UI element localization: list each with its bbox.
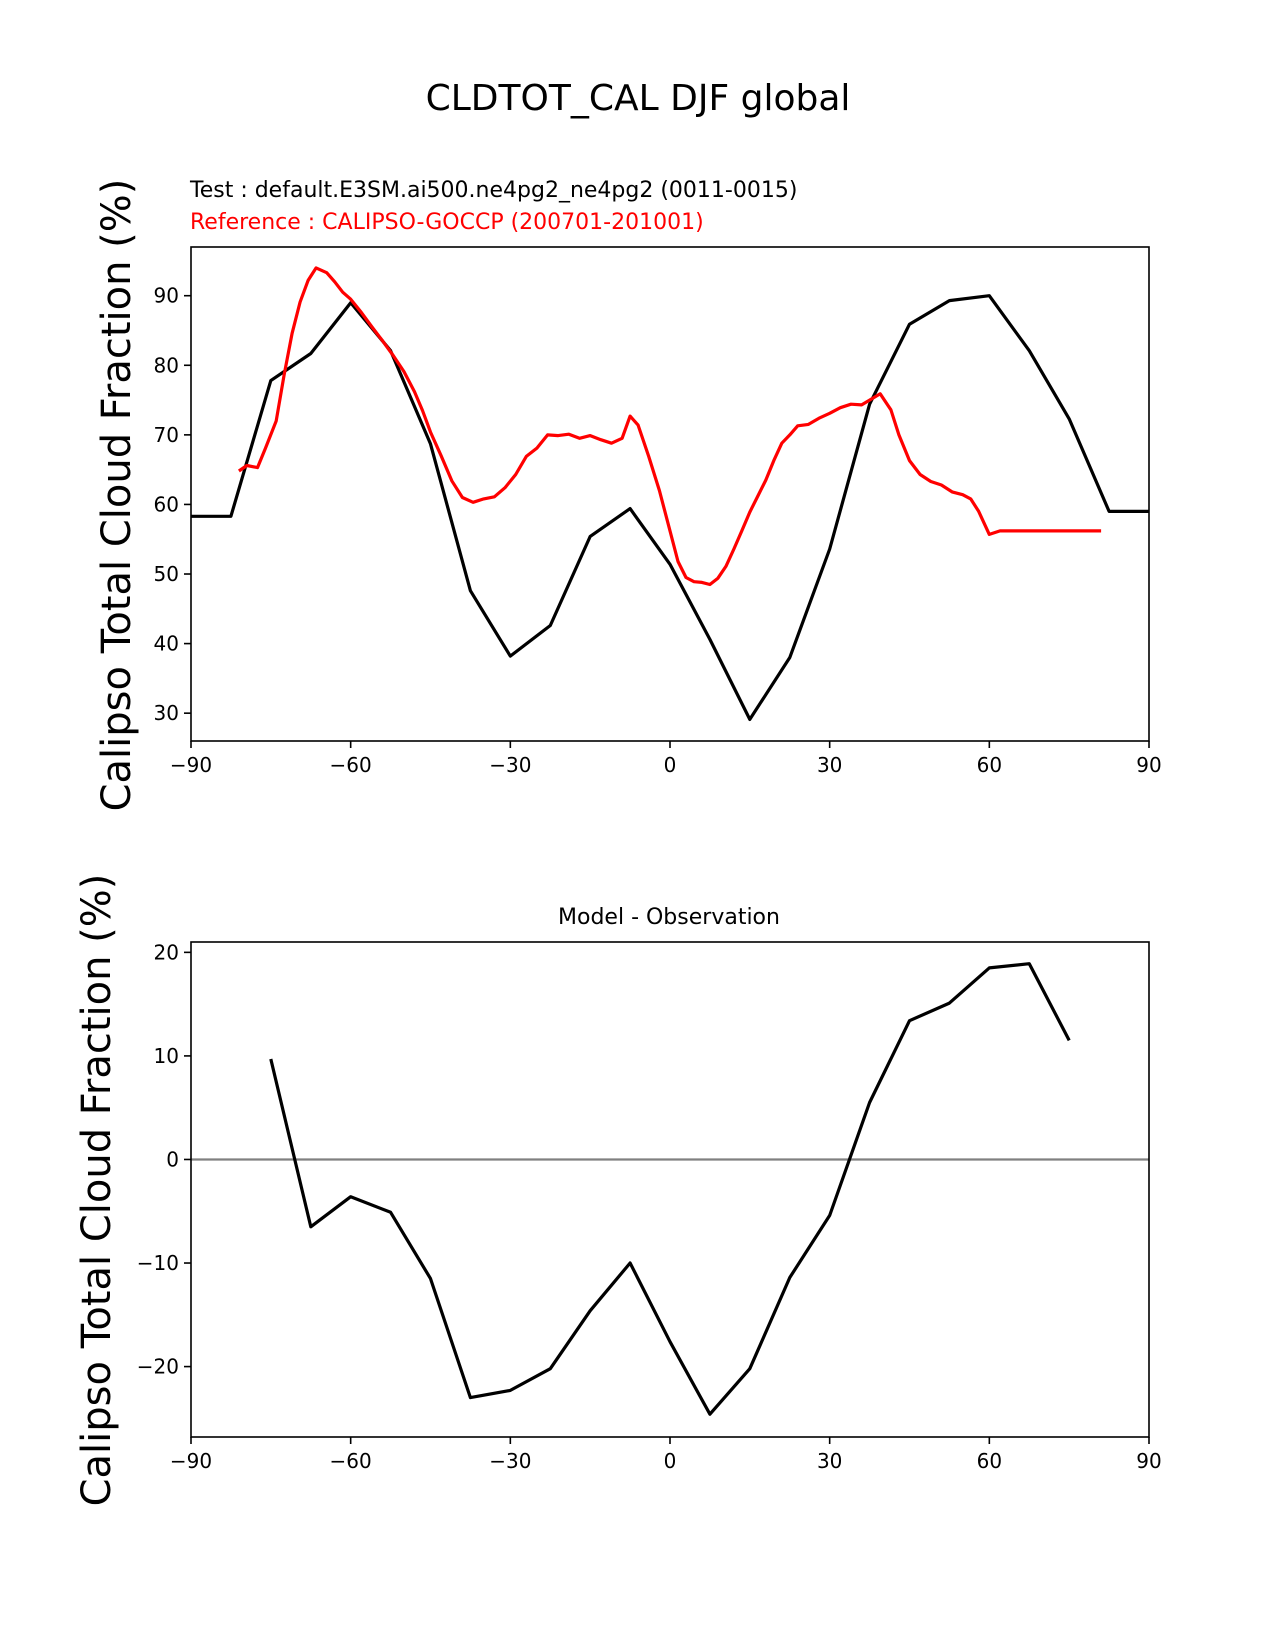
top-xtick-label: 60 [977, 753, 1002, 777]
top-xtick-label: −90 [170, 753, 212, 777]
bottom-xtick-label: 0 [664, 1449, 677, 1473]
bottom-ytick-label: −10 [137, 1251, 179, 1275]
bottom-ytick-label: 0 [166, 1147, 179, 1171]
top-ytick-label: 30 [154, 701, 179, 725]
top-xtick-label: −60 [330, 753, 372, 777]
bottom-xtick-label: 90 [1136, 1449, 1161, 1473]
bottom-xtick-label: 60 [977, 1449, 1002, 1473]
top-ylabel: Calipso Total Cloud Fraction (%) [94, 179, 140, 812]
top-ticks: −90 −60 −30 0 30 60 90 30 40 50 60 70 80 90 [154, 284, 1162, 777]
top-xtick-label: 0 [664, 753, 677, 777]
bottom-xtick-label: −90 [170, 1449, 212, 1473]
legend-reference-label: Reference : CALIPSO-GOCCP (200701-201001… [190, 210, 704, 235]
legend-test-label: Test : default.E3SM.ai500.ne4pg2_ne4pg2 … [189, 178, 797, 203]
top-frame [190, 246, 1150, 742]
top-ytick-label: 90 [154, 284, 179, 308]
panel-bottom: Model - Observation Calipso Total Cloud … [74, 874, 1162, 1507]
top-series-reference-line [237, 266, 1102, 587]
bottom-ticks: −90 −60 −30 0 30 60 90 −20 −10 0 10 20 [137, 940, 1162, 1473]
bottom-ytick-label: 20 [154, 940, 179, 964]
panel-top: Test : default.E3SM.ai500.ne4pg2_ne4pg2 … [94, 178, 1162, 811]
top-ytick-label: 40 [154, 632, 179, 656]
bottom-ylabel: Calipso Total Cloud Fraction (%) [74, 874, 120, 1507]
top-lines [191, 266, 1149, 722]
bottom-xtick-label: −30 [489, 1449, 531, 1473]
figure-title: CLDTOT_CAL DJF global [426, 78, 851, 119]
top-xtick-label: −30 [489, 753, 531, 777]
bottom-xtick-label: −60 [330, 1449, 372, 1473]
bottom-title: Model - Observation [558, 905, 780, 930]
top-ytick-label: 70 [154, 423, 179, 447]
top-ytick-label: 60 [154, 492, 179, 516]
top-xtick-label: 30 [817, 753, 842, 777]
top-ytick-label: 50 [154, 562, 179, 586]
bottom-lines [191, 962, 1149, 1416]
top-series-test-line [191, 294, 1149, 722]
bottom-xtick-label: 30 [817, 1449, 842, 1473]
top-xtick-label: 90 [1136, 753, 1161, 777]
bottom-series-test-line [269, 962, 1071, 1416]
bottom-frame [190, 941, 1150, 1438]
bottom-ytick-label: 10 [154, 1044, 179, 1068]
bottom-ytick-label: −20 [137, 1355, 179, 1379]
top-ytick-label: 80 [154, 353, 179, 377]
